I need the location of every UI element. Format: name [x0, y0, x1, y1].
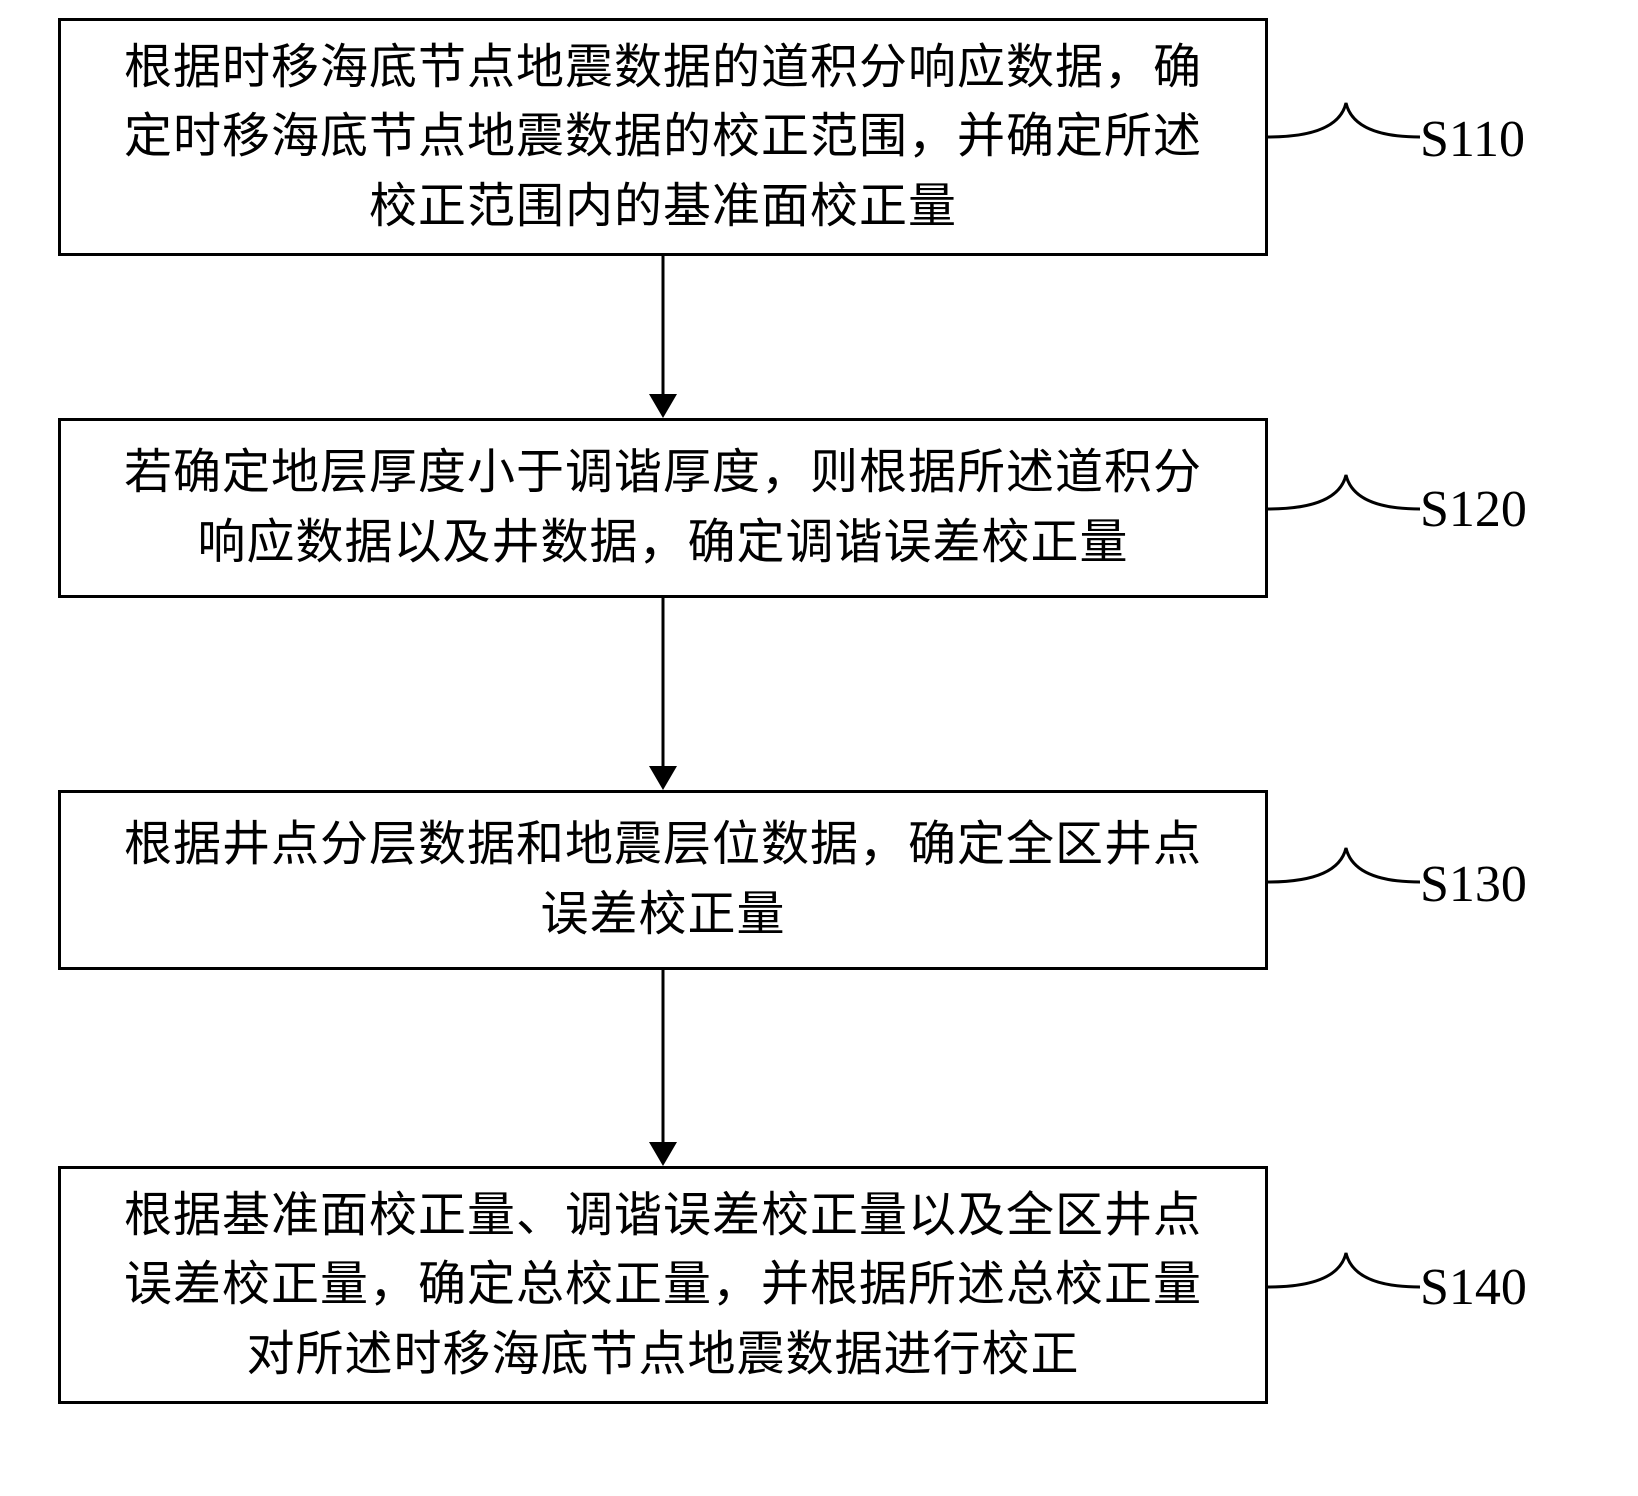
- step-text-s120: 若确定地层厚度小于调谐厚度，则根据所述道积分响应数据以及井数据，确定调谐误差校正…: [101, 438, 1225, 577]
- arrow-head-2: [649, 766, 677, 790]
- connector-s130: [1268, 845, 1423, 915]
- step-label-s130: S130: [1420, 855, 1527, 914]
- step-text-s130: 根据井点分层数据和地震层位数据，确定全区井点误差校正量: [101, 810, 1225, 949]
- step-label-s120: S120: [1420, 480, 1527, 539]
- step-text-s110: 根据时移海底节点地震数据的道积分响应数据，确定时移海底节点地震数据的校正范围，并…: [101, 33, 1225, 242]
- connector-s140: [1268, 1250, 1423, 1320]
- arrow-head-3: [649, 1142, 677, 1166]
- step-box-s110: 根据时移海底节点地震数据的道积分响应数据，确定时移海底节点地震数据的校正范围，并…: [58, 18, 1268, 256]
- connector-s120: [1268, 472, 1423, 542]
- step-box-s140: 根据基准面校正量、调谐误差校正量以及全区井点误差校正量，确定总校正量，并根据所述…: [58, 1166, 1268, 1404]
- step-box-s120: 若确定地层厚度小于调谐厚度，则根据所述道积分响应数据以及井数据，确定调谐误差校正…: [58, 418, 1268, 598]
- arrow-line-1: [662, 256, 665, 394]
- connector-s110: [1268, 100, 1423, 170]
- step-text-s140: 根据基准面校正量、调谐误差校正量以及全区井点误差校正量，确定总校正量，并根据所述…: [101, 1181, 1225, 1390]
- step-label-s110: S110: [1420, 110, 1525, 169]
- flowchart-canvas: 根据时移海底节点地震数据的道积分响应数据，确定时移海底节点地震数据的校正范围，并…: [0, 0, 1638, 1496]
- arrow-line-3: [662, 970, 665, 1142]
- arrow-head-1: [649, 394, 677, 418]
- step-box-s130: 根据井点分层数据和地震层位数据，确定全区井点误差校正量: [58, 790, 1268, 970]
- arrow-line-2: [662, 598, 665, 766]
- step-label-s140: S140: [1420, 1258, 1527, 1317]
